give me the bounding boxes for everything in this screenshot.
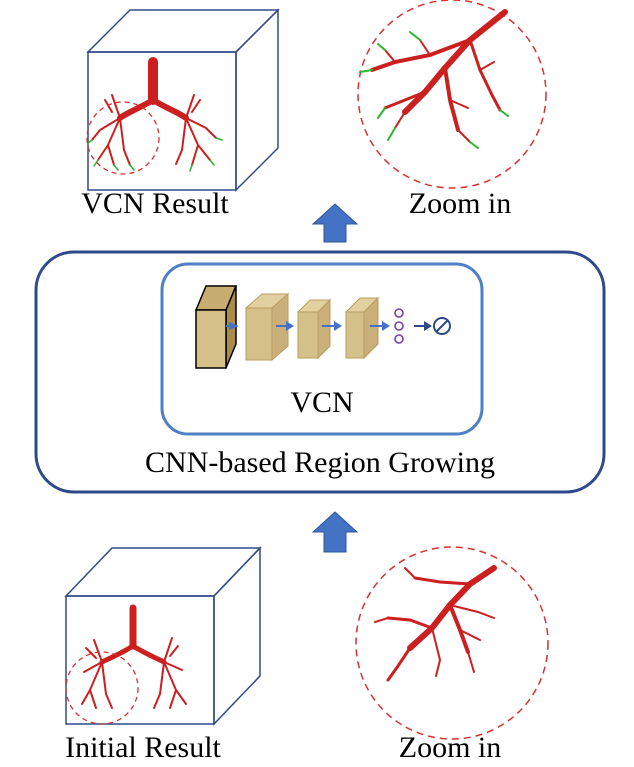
region-growing-frame (34, 250, 606, 494)
initial-result-zoom-region (65, 651, 139, 725)
arrow-right-icon (276, 321, 294, 331)
top-zoom-grown-branches (359, 31, 509, 149)
vcn-result-airway (91, 57, 217, 166)
top-zoom-label: Zoom in (409, 187, 512, 220)
arrow-up-icon (311, 511, 359, 553)
arrow-right-icon (370, 321, 390, 331)
vcn-result-label: VCN Result (81, 187, 229, 220)
arrow-right-icon (414, 321, 432, 331)
vcn-result-grown-branches (87, 137, 223, 172)
vcn-network-frame (160, 262, 484, 436)
bottom-zoom-circle (355, 546, 549, 740)
initial-result-label: Initial Result (65, 731, 221, 764)
top-zoom-circle (357, 0, 547, 189)
vcn-result-cube (86, 8, 280, 192)
output-neurons (394, 308, 404, 344)
bottom-zoom-label: Zoom in (399, 731, 502, 764)
arrow-up-icon (311, 203, 359, 243)
top-zoom-airway (370, 9, 508, 143)
vcn-label: VCN (290, 386, 353, 419)
vcn-result-zoom-region (86, 101, 160, 175)
arrow-right-icon (322, 321, 342, 331)
initial-result-airway (81, 604, 187, 709)
bottom-zoom-airway (374, 565, 497, 682)
initial-result-cube (64, 546, 262, 726)
input-layer (194, 285, 238, 369)
region-growing-label: CNN-based Region Growing (145, 446, 495, 479)
output-circle-icon (433, 317, 451, 335)
conv-layer-1 (244, 292, 290, 362)
conv-layer-3 (344, 296, 380, 360)
conv-layer-2 (296, 298, 332, 360)
